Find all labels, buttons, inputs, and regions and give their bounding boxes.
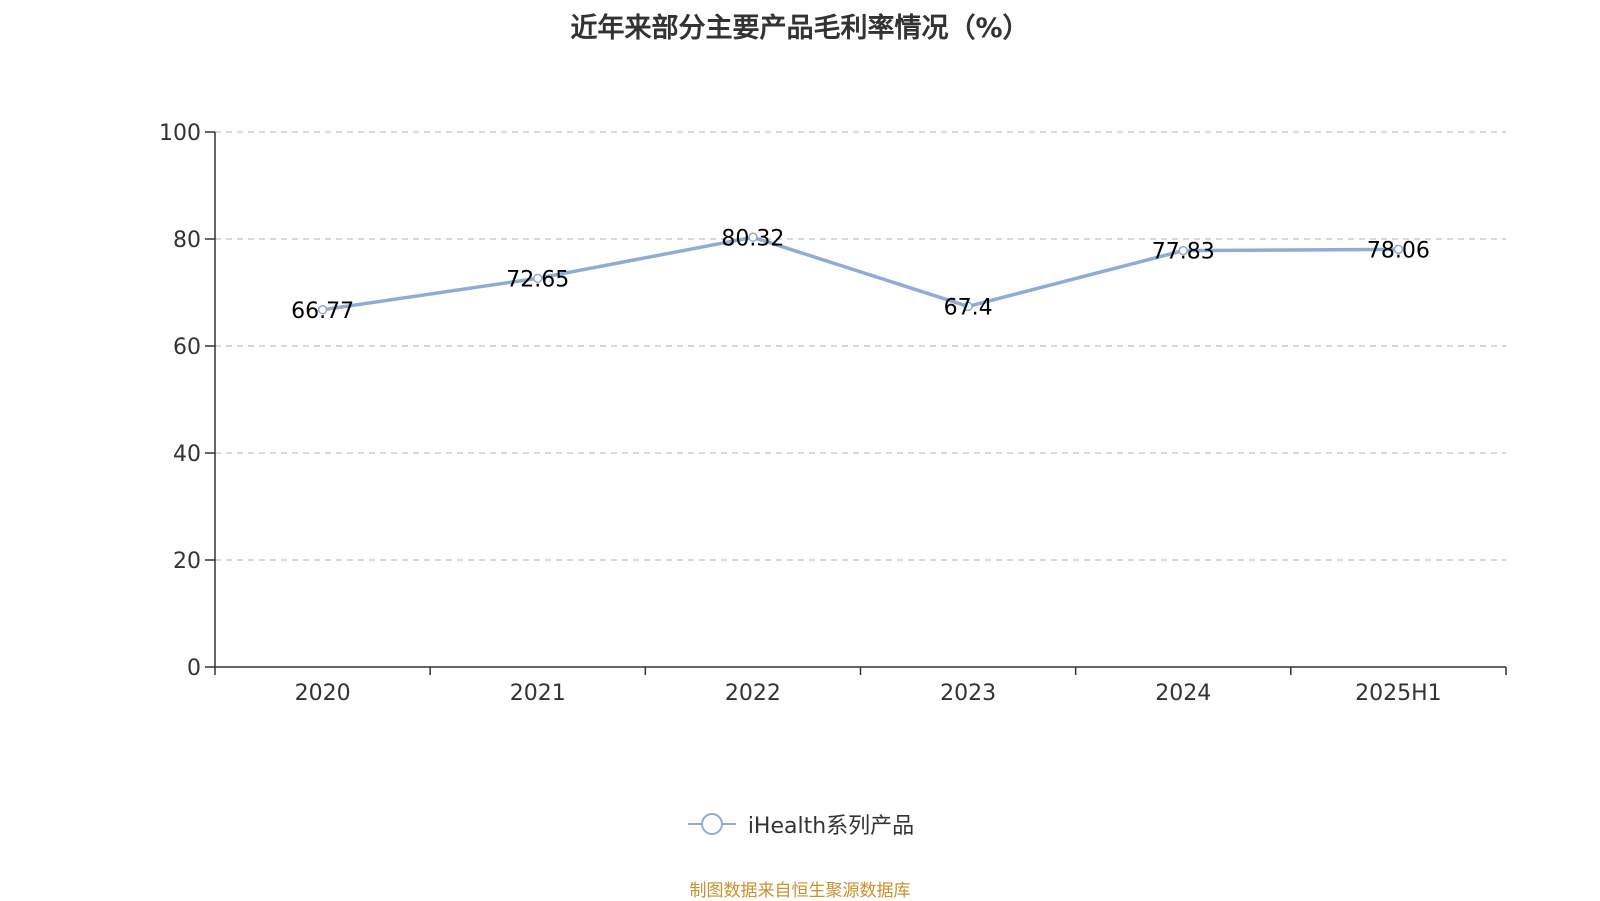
data-point: [317, 305, 328, 315]
data-point: [1393, 244, 1404, 255]
data-point: [533, 273, 543, 284]
data-label: 80.32: [721, 226, 784, 251]
series-layer: [317, 232, 1404, 315]
data-label: 67.4: [944, 295, 993, 320]
y-axis: 0 20 40 60 80 100: [159, 121, 216, 681]
x-tick-label: 2020: [295, 681, 351, 706]
y-tick-label: 80: [173, 228, 201, 253]
x-axis: 2020 2021 2022 2023 2024 2025H1: [214, 666, 1507, 706]
x-tick-label: 2023: [940, 681, 996, 706]
data-label: 72.65: [506, 267, 569, 292]
y-tick-label: 100: [159, 121, 201, 146]
x-tick-label: 2025H1: [1355, 681, 1442, 706]
legend-line-circle-icon: [687, 813, 736, 835]
data-point: [1178, 245, 1188, 256]
grid-lines: [215, 131, 1506, 561]
y-tick-label: 0: [187, 656, 201, 681]
chart-title: 近年来部分主要产品毛利率情况（%）: [570, 13, 1030, 44]
data-label: 78.06: [1367, 238, 1430, 263]
y-tick-label: 40: [173, 442, 201, 467]
y-tick-label: 60: [173, 335, 201, 360]
data-point: [748, 232, 758, 243]
data-label: 66.77: [291, 299, 354, 324]
x-tick-label: 2022: [725, 681, 781, 706]
x-tick-label: 2024: [1155, 681, 1211, 706]
y-tick-label: 20: [173, 549, 201, 574]
x-tick-label: 2021: [510, 681, 566, 706]
source-note: 制图数据来自恒生聚源数据库: [689, 881, 911, 901]
data-label: 77.83: [1152, 240, 1215, 265]
legend[interactable]: iHealth系列产品: [0, 808, 1600, 840]
series-line: [322, 235, 1399, 312]
legend-label: iHealth系列产品: [747, 814, 915, 839]
data-labels: 66.77 72.65 80.32 67.4 77.83 78.06: [291, 226, 1430, 323]
data-point: [963, 301, 973, 312]
